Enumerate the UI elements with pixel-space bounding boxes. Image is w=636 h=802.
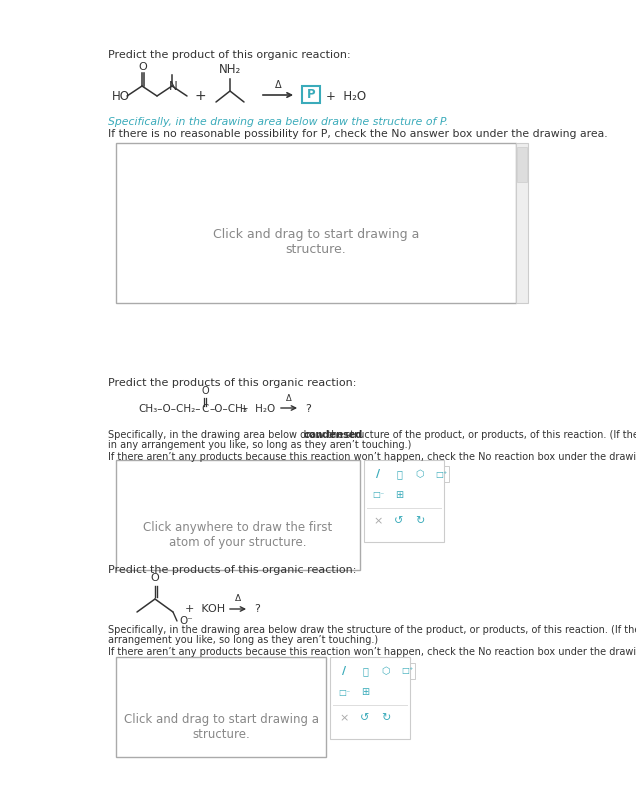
Text: arrangement you like, so long as they aren’t touching.): arrangement you like, so long as they ar…	[108, 635, 378, 645]
Bar	[433, 466, 449, 482]
Bar	[116, 143, 516, 303]
Bar	[391, 466, 407, 482]
Text: Predict the products of this organic reaction:: Predict the products of this organic rea…	[108, 565, 356, 575]
Text: ⊞: ⊞	[361, 687, 369, 697]
Text: ×: ×	[340, 713, 349, 723]
Text: ⬡: ⬡	[416, 469, 424, 479]
Bar	[370, 487, 386, 503]
Text: structure of the product, or products, of this reaction. (If there’s more than o: structure of the product, or products, o…	[342, 430, 636, 440]
Bar	[336, 663, 352, 679]
Text: O⁻: O⁻	[179, 616, 193, 626]
Bar	[391, 487, 407, 503]
Text: Δ: Δ	[286, 394, 292, 403]
Text: Specifically, in the drawing area below draw the: Specifically, in the drawing area below …	[108, 430, 347, 440]
Text: O: O	[139, 62, 148, 72]
Text: ↻: ↻	[382, 713, 391, 723]
Text: □⁻: □⁻	[372, 491, 384, 500]
Bar	[116, 657, 326, 757]
Bar	[357, 663, 373, 679]
Text: ↻: ↻	[415, 516, 425, 526]
Text: Δ: Δ	[235, 594, 241, 603]
Text: /: /	[376, 469, 380, 479]
Text: ⬡: ⬡	[382, 666, 391, 676]
Text: in any arrangement you like, so long as they aren’t touching.): in any arrangement you like, so long as …	[108, 440, 411, 450]
Bar	[412, 466, 428, 482]
Text: □⁻: □⁻	[338, 687, 350, 696]
Text: ⊞: ⊞	[395, 490, 403, 500]
Text: O: O	[201, 386, 209, 396]
Text: +: +	[194, 89, 206, 103]
Text: O: O	[151, 573, 160, 583]
Bar	[330, 657, 410, 739]
Text: HO: HO	[112, 91, 130, 103]
Text: □⁺: □⁺	[435, 469, 447, 479]
Bar	[399, 663, 415, 679]
Text: Predict the products of this organic reaction:: Predict the products of this organic rea…	[108, 378, 356, 388]
Bar	[116, 460, 360, 570]
Text: ×: ×	[373, 516, 383, 526]
Text: condensed: condensed	[304, 430, 363, 440]
Text: C: C	[201, 404, 209, 414]
Text: +  H₂O: + H₂O	[240, 404, 275, 414]
Bar	[517, 147, 527, 182]
Text: N: N	[169, 80, 177, 94]
Text: ?: ?	[305, 404, 311, 414]
Text: Click and drag to start drawing a
structure.: Click and drag to start drawing a struct…	[123, 713, 319, 741]
Text: ?: ?	[254, 604, 260, 614]
Text: Click anywhere to draw the first
atom of your structure.: Click anywhere to draw the first atom of…	[143, 520, 333, 549]
Bar	[364, 460, 444, 542]
Text: CH₃–O–CH₂–: CH₃–O–CH₂–	[138, 404, 200, 414]
Text: Specifically, in the drawing area below draw the structure of P.: Specifically, in the drawing area below …	[108, 117, 448, 127]
Text: +  H₂O: + H₂O	[326, 90, 366, 103]
Bar	[378, 663, 394, 679]
Text: Specifically, in the drawing area below draw the structure of the product, or pr: Specifically, in the drawing area below …	[108, 625, 636, 635]
Text: –O–CH₃: –O–CH₃	[209, 404, 247, 414]
Text: +  KOH: + KOH	[185, 604, 225, 614]
Text: ⛓: ⛓	[362, 666, 368, 676]
Text: Predict the product of this organic reaction:: Predict the product of this organic reac…	[108, 50, 350, 60]
Text: If there aren’t any products because this reaction won’t happen, check the No re: If there aren’t any products because thi…	[108, 452, 636, 462]
Text: ↺: ↺	[394, 516, 404, 526]
Text: Δ: Δ	[275, 80, 281, 90]
Text: /: /	[342, 666, 346, 676]
Bar	[302, 86, 320, 103]
Text: NH₂: NH₂	[219, 63, 241, 76]
Bar	[357, 684, 373, 700]
Text: ↺: ↺	[361, 713, 370, 723]
Bar	[516, 143, 528, 303]
Text: P: P	[307, 88, 315, 101]
Text: Click and drag to start drawing a
structure.: Click and drag to start drawing a struct…	[213, 229, 419, 256]
Text: □⁺: □⁺	[401, 666, 413, 675]
Bar	[336, 684, 352, 700]
Bar	[370, 466, 386, 482]
Text: If there aren’t any products because this reaction won’t happen, check the No re: If there aren’t any products because thi…	[108, 647, 636, 657]
Text: ⛓: ⛓	[396, 469, 402, 479]
Text: If there is no reasonable possibility for P, check the No answer box under the d: If there is no reasonable possibility fo…	[108, 129, 607, 139]
